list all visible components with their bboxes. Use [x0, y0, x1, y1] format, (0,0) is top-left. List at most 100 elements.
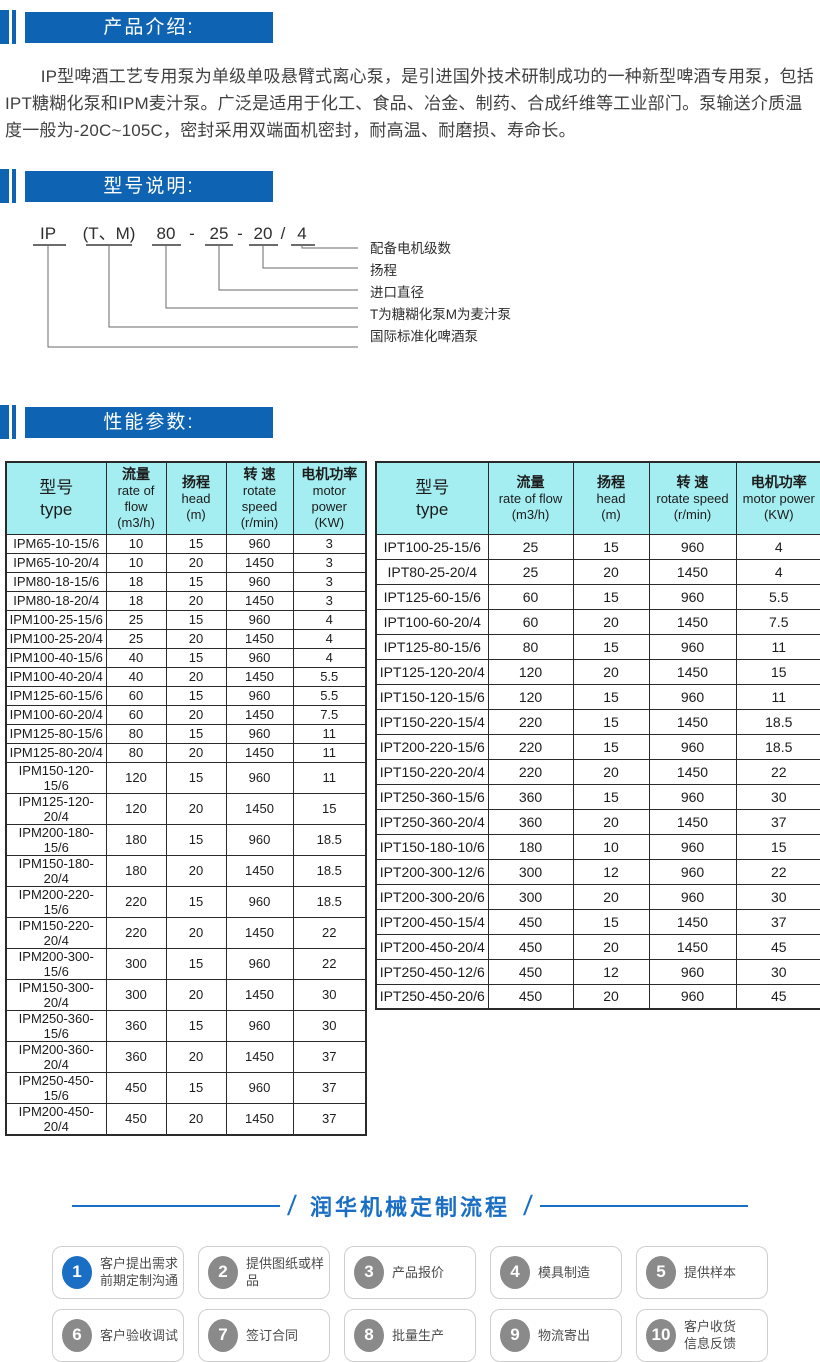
table-row: IPM250-450-15/6 450 15 960 37 — [5, 1071, 367, 1104]
section-title-intro: 产品介绍: — [25, 11, 273, 43]
table-row: IPM200-450-20/4 450 20 1450 37 — [5, 1102, 367, 1135]
performance-table-ipm: 型号 type 流量 rate of flow (m3/h) 扬程 head (m) 转 速 ro… — [5, 461, 367, 1136]
value-cell: 15 — [165, 885, 227, 918]
value-cell: 15 — [165, 609, 227, 630]
value-cell: 80 — [105, 742, 167, 763]
performance-tables: 型号 type 流量 rate of flow (m3/h) 扬程 head (m) 转 速 ro… — [5, 461, 820, 1136]
value-cell: 1450 — [225, 854, 294, 887]
value-cell: 1450 — [225, 792, 294, 825]
section-header-model: 型号说明: — [0, 169, 820, 203]
intro-paragraph: IP型啤酒工艺专用泵为单级单吸悬臂式离心泵，是引进国外技术研制成功的一种新型啤酒… — [5, 67, 814, 140]
decor-bar-thick — [0, 405, 9, 439]
value-cell: 15 — [165, 723, 227, 744]
value-cell: 15 — [165, 1009, 227, 1042]
process-step: 9 物流寄出 — [490, 1308, 622, 1362]
model-cell: IPM200-360-20/4 — [5, 1040, 107, 1073]
value-cell: 5.5 — [292, 666, 367, 687]
step-label: 提供样本 — [684, 1264, 737, 1280]
table-row: IPT80-25-20/4 25 20 1450 4 — [375, 558, 820, 585]
step-number-badge: 6 — [62, 1318, 92, 1352]
value-cell: 1450 — [225, 916, 294, 949]
value-cell: 960 — [225, 885, 294, 918]
value-cell: 960 — [225, 1071, 294, 1104]
value-cell: 450 — [487, 933, 574, 960]
value-cell: 180 — [105, 823, 167, 856]
column-header: 扬程 head (m) — [165, 461, 227, 535]
table-row: IPT200-300-20/6 300 20 960 30 — [375, 883, 820, 910]
table-row: IPM100-40-20/4 40 20 1450 5.5 — [5, 666, 367, 687]
value-cell: 180 — [105, 854, 167, 887]
value-cell: 960 — [648, 583, 737, 610]
value-cell: 20 — [572, 658, 650, 685]
model-cell: IPM125-80-20/4 — [5, 742, 107, 763]
table-row: IPT200-220-15/6 220 15 960 18.5 — [375, 733, 820, 760]
value-cell: 60 — [487, 583, 574, 610]
table-row: IPM200-300-15/6 300 15 960 22 — [5, 947, 367, 980]
value-cell: 15 — [735, 833, 820, 860]
step-label: 客户提出需求 前期定制沟通 — [100, 1256, 179, 1288]
value-cell: 450 — [487, 958, 574, 985]
section-title-model: 型号说明: — [25, 170, 273, 202]
value-cell: 20 — [165, 1102, 227, 1135]
value-cell: 4 — [292, 628, 367, 649]
value-cell: 960 — [225, 761, 294, 794]
value-cell: 40 — [105, 647, 167, 668]
table-row: IPM80-18-15/6 18 15 960 3 — [5, 571, 367, 592]
value-cell: 30 — [735, 783, 820, 810]
value-cell: 1450 — [648, 758, 737, 785]
value-cell: 10 — [105, 533, 167, 554]
value-cell: 15 — [572, 583, 650, 610]
model-segment: IP — [40, 224, 56, 243]
value-cell: 10 — [572, 833, 650, 860]
value-cell: 20 — [572, 758, 650, 785]
model-label: 进口直径 — [370, 285, 424, 300]
process-step: 7 签订合同 — [198, 1308, 330, 1362]
model-cell: IPM100-25-15/6 — [5, 609, 107, 630]
model-cell: IPM125-80-15/6 — [5, 723, 107, 744]
value-cell: 960 — [225, 723, 294, 744]
value-cell: 80 — [105, 723, 167, 744]
model-label: 国际标准化啤酒泵 — [370, 329, 478, 344]
model-cell: IPT200-450-15/4 — [375, 908, 489, 935]
process-steps: 1 客户提出需求 前期定制沟通 2 提供图纸或样品 3 产品报价 4 模具制造 5 提供样本 6 客户验… — [40, 1245, 780, 1362]
value-cell: 1450 — [648, 708, 737, 735]
value-cell: 20 — [572, 883, 650, 910]
process-step: 10 客户收货 信息反馈 — [636, 1308, 768, 1362]
value-cell: 1450 — [648, 933, 737, 960]
model-cell: IPM150-180-20/4 — [5, 854, 107, 887]
table-row: IPM200-360-20/4 360 20 1450 37 — [5, 1040, 367, 1073]
step-label: 批量生产 — [392, 1327, 445, 1343]
value-cell: 300 — [105, 947, 167, 980]
process-title: 润华机械定制流程 — [310, 1194, 511, 1220]
callout-line — [262, 245, 358, 269]
table-row: IPT100-25-15/6 25 15 960 4 — [375, 533, 820, 560]
model-label: T为糖糊化泵M为麦汁泵 — [370, 307, 511, 322]
section-title-performance: 性能参数: — [25, 406, 273, 438]
model-segment: 4 — [297, 224, 306, 243]
value-cell: 15 — [572, 908, 650, 935]
value-cell: 11 — [292, 742, 367, 763]
callout-line — [301, 245, 358, 249]
table-row: IPM100-40-15/6 40 15 960 4 — [5, 647, 367, 668]
value-cell: 120 — [105, 761, 167, 794]
process-step: 4 模具制造 — [490, 1245, 622, 1299]
value-cell: 960 — [225, 609, 294, 630]
value-cell: 1450 — [225, 590, 294, 611]
value-cell: 22 — [735, 858, 820, 885]
value-cell: 4 — [292, 647, 367, 668]
step-label: 客户收货 信息反馈 — [684, 1319, 737, 1351]
value-cell: 12 — [572, 958, 650, 985]
value-cell: 4 — [735, 533, 820, 560]
value-cell: 80 — [487, 633, 574, 660]
value-cell: 20 — [165, 792, 227, 825]
value-cell: 37 — [292, 1040, 367, 1073]
value-cell: 60 — [105, 685, 167, 706]
table-row: IPM125-80-20/4 80 20 1450 11 — [5, 742, 367, 763]
table-row: IPT200-450-15/4 450 15 1450 37 — [375, 908, 820, 935]
value-cell: 45 — [735, 983, 820, 1010]
column-header: 电机功率 motor power (KW) — [292, 461, 367, 535]
model-cell: IPM125-120-20/4 — [5, 792, 107, 825]
decor-bar-thin — [12, 405, 16, 439]
value-cell: 4 — [292, 609, 367, 630]
value-cell: 450 — [105, 1102, 167, 1135]
